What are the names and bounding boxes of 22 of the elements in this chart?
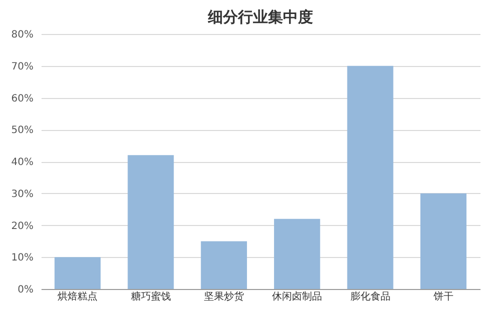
bar [54,257,101,289]
y-tick-label: 50% [11,125,34,136]
bar [347,66,394,289]
bar [420,193,466,289]
chart-title: 细分行业集中度 [207,8,313,26]
x-tick-label: 坚果炒货 [204,290,244,302]
bar [274,218,320,289]
bar [200,241,247,289]
x-tick-label: 休闲卤制品 [272,290,322,302]
y-tick-label: 60% [11,93,34,104]
y-tick-label: 30% [11,188,34,200]
bar [128,155,174,289]
y-tick-label: 10% [11,252,34,264]
x-tick-label: 膨化食品 [350,290,390,302]
x-tick-label: 饼干 [432,290,454,302]
y-tick-label: 0% [18,284,34,296]
y-tick-label: 40% [11,157,34,168]
x-tick-label: 糖巧蜜饯 [130,290,171,302]
y-tick-label: 70% [11,61,34,72]
y-tick-label: 80% [11,30,34,40]
y-tick-label: 20% [11,220,34,232]
x-tick-label: 烘焙糕点 [58,290,98,302]
